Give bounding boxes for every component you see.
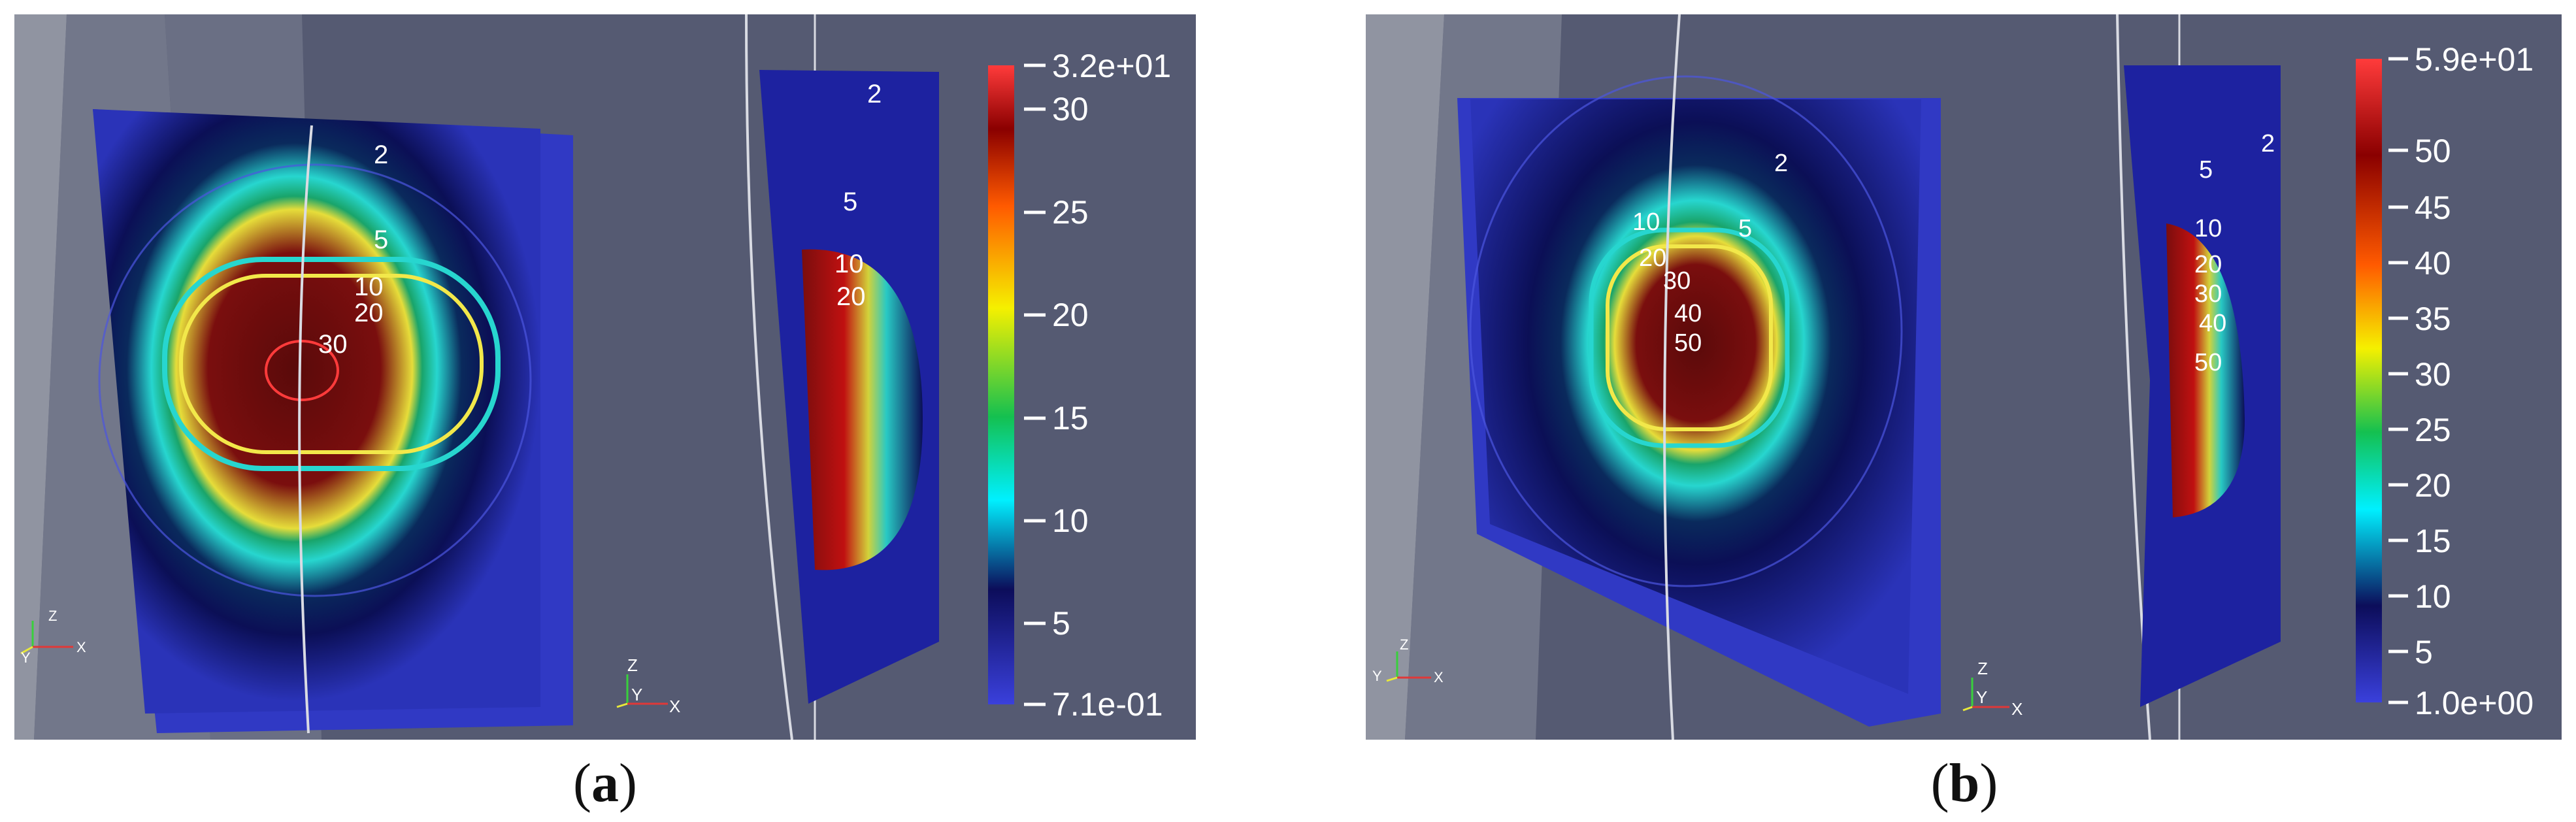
side-label-50: 50: [2194, 349, 2222, 376]
contour-label-20: 20: [1639, 244, 1666, 272]
colorbar: [2356, 59, 2382, 702]
colorbar-min-label: 1.0e+00: [2415, 685, 2534, 721]
side-label-30: 30: [2194, 280, 2222, 308]
side-label-10: 10: [2194, 215, 2222, 242]
axis-z-label: Z: [1400, 636, 1408, 653]
contour-label-20: 20: [354, 299, 384, 327]
axes-triad: Z Y X: [1962, 659, 2023, 719]
axis-z-label: Z: [627, 655, 638, 675]
axis-y-label: Y: [1372, 668, 1382, 684]
axes-triad: Z Y X: [616, 655, 680, 716]
colorbar-tick-label: 50: [2415, 133, 2451, 169]
curve-line: [745, 14, 793, 740]
contour-label-5: 5: [374, 225, 388, 254]
caption-letter-b: b: [1949, 753, 1980, 814]
contour-line: [1589, 227, 1790, 448]
contour-line: [98, 163, 532, 597]
contour-line: [265, 340, 339, 401]
axis-y-label: Y: [1976, 687, 1987, 707]
curve-line: [298, 125, 313, 734]
colorbar-tick-label: 15: [1052, 400, 1089, 436]
panel-a: 2 5 10 20 30 2 5 10 20 Z Y X Z Y X 3.2e+…: [14, 14, 1196, 740]
panel-b-render: 2 5 10 20 30 40 50 2 5 10 20 30 40 50 Z …: [1366, 14, 2534, 740]
colorbar: [988, 65, 1014, 704]
colorbar-tick-label: 20: [1052, 297, 1089, 333]
contour-line: [162, 257, 501, 471]
side-label-20: 20: [836, 282, 866, 311]
side-label-40: 40: [2199, 310, 2226, 337]
side-label-2: 2: [2261, 130, 2275, 157]
colorbar-max-label: 3.2e+01: [1052, 48, 1171, 84]
colorbar-tick-label: 15: [2415, 523, 2451, 559]
contour-label-2: 2: [1774, 150, 1788, 177]
side-heat: [802, 249, 923, 570]
caption-b: (b): [1930, 753, 1998, 814]
colorbar-tick-label: 25: [1052, 194, 1089, 231]
axis-y-label: Y: [631, 685, 642, 704]
colorbar-tick-label: 30: [1052, 91, 1089, 127]
side-label-5: 5: [843, 188, 857, 216]
caption-letter-a: a: [591, 753, 619, 814]
axis-z-label: Z: [1977, 659, 1988, 678]
axes-triad: Z Y X: [20, 608, 86, 666]
contour-label-2: 2: [374, 140, 388, 169]
colorbar-tick-label: 20: [2415, 467, 2451, 504]
panel-b: 2 5 10 20 30 40 50 2 5 10 20 30 40 50 Z …: [1366, 14, 2562, 740]
colorbar-max-label: 5.9e+01: [2415, 41, 2534, 78]
axis-y-label: Y: [21, 649, 31, 666]
colorbar-tick-label: 40: [2415, 245, 2451, 282]
colorbar-tick-label: 25: [2415, 412, 2451, 448]
colorbar-tick-label: 5: [2415, 634, 2433, 670]
contour-line: [1606, 244, 1773, 431]
contour-label-10: 10: [354, 272, 384, 301]
axis-z-label: Z: [48, 608, 57, 624]
contour-label-40: 40: [1674, 300, 1702, 327]
axis-x-label: X: [76, 639, 86, 655]
colorbar-tick-label: 10: [2415, 578, 2451, 615]
contour-label-30: 30: [318, 330, 348, 359]
colorbar-tick-label: 35: [2415, 301, 2451, 337]
panel-a-render: 2 5 10 20 30 2 5 10 20 Z Y X Z Y X 3.2e+…: [14, 14, 1171, 740]
colorbar-min-label: 7.1e-01: [1052, 686, 1163, 723]
contour-label-30: 30: [1663, 267, 1691, 295]
axis-x-label: X: [1434, 669, 1444, 685]
side-label-2: 2: [867, 80, 882, 108]
axis-x-label: X: [2011, 699, 2023, 719]
wedge-shape: [14, 14, 67, 740]
slab-heat: [93, 109, 540, 714]
side-heat: [2166, 223, 2245, 518]
contour-label-5: 5: [1738, 215, 1752, 242]
colorbar-tick-label: 30: [2415, 356, 2451, 393]
axes-triad: Z Y X: [1372, 636, 1444, 685]
contour-line: [1469, 75, 1903, 587]
colorbar-tick-label: 45: [2415, 189, 2451, 226]
contour-label-10: 10: [1632, 208, 1660, 236]
colorbar-tick-label: 5: [1052, 605, 1070, 642]
side-label-20: 20: [2194, 251, 2222, 278]
contour-line: [179, 274, 484, 454]
caption-a: (a): [573, 753, 637, 814]
curve-line: [1663, 14, 1681, 740]
axis-x-label: X: [669, 697, 680, 716]
colorbar-tick-label: 10: [1052, 502, 1089, 539]
side-label-5: 5: [2199, 156, 2213, 184]
contour-label-50: 50: [1674, 329, 1702, 357]
side-label-10: 10: [834, 250, 864, 278]
slab-heat: [1470, 99, 1921, 694]
wedge-shape: [1366, 14, 1444, 740]
